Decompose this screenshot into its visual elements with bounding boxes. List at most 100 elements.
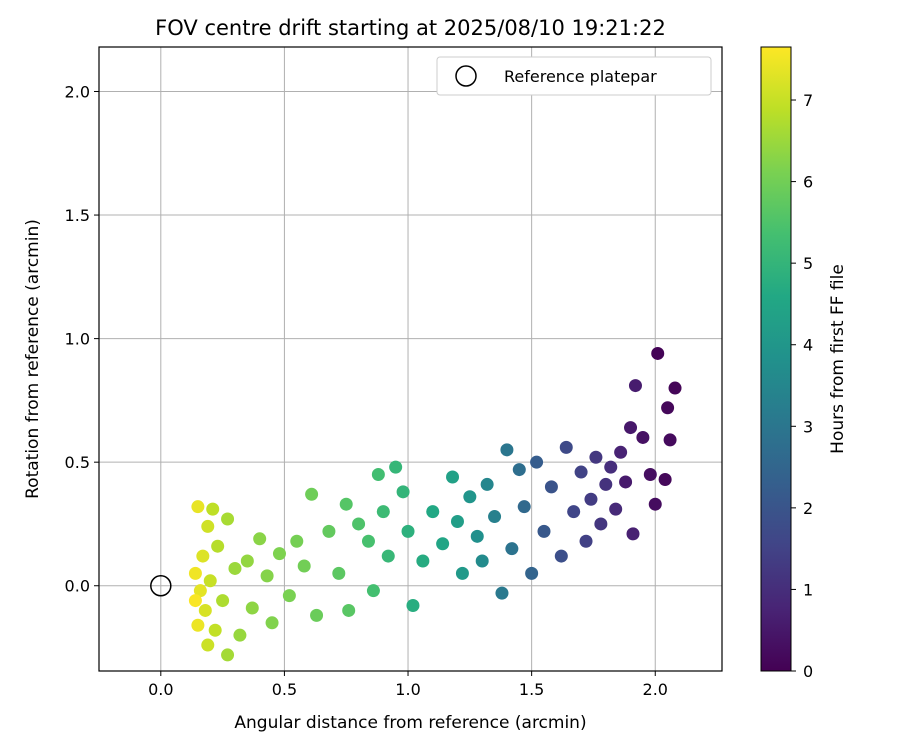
colorbar-tick-label: 3 [803,417,813,436]
data-point [517,500,531,514]
data-point [668,381,682,395]
colorbar-tick-label: 6 [803,173,813,192]
data-point [297,559,311,573]
reference-platepar-marker [150,574,172,597]
data-point [352,517,366,531]
data-point [389,460,403,474]
data-point [191,500,205,514]
data-point [446,470,460,484]
colorbar-tick-label: 2 [803,499,813,518]
data-point [245,601,259,615]
data-point [604,460,618,474]
data-point [228,561,242,575]
data-point [512,463,526,477]
data-point [272,547,286,561]
x-tick-label: 0.5 [272,680,297,699]
y-tick-label: 0.5 [65,453,90,472]
data-points [188,346,682,662]
data-point [201,519,215,533]
y-tick-label: 2.0 [65,82,90,101]
data-point [265,616,279,630]
data-point [196,549,210,563]
legend-open-circle-icon [455,65,477,87]
data-point [495,586,509,600]
data-point [201,638,215,652]
legend-box [436,56,712,96]
data-point [203,574,217,588]
data-point [188,566,202,580]
data-point [609,502,623,516]
data-point [240,554,254,568]
x-tick-label: 0.0 [148,680,173,699]
colorbar: 0 1 2 3 4 5 6 7 Hours from first FF file [760,46,848,681]
data-point [663,433,677,447]
data-point [188,594,202,608]
data-point [416,554,430,568]
data-point [193,584,207,598]
data-point [221,512,235,526]
data-point [322,524,336,538]
x-axis-ticks: 0.0 0.5 1.0 1.5 2.0 [148,671,668,699]
data-point [361,534,375,548]
data-point [221,648,235,662]
data-point [636,430,650,444]
data-point [260,569,274,583]
data-point [208,623,222,637]
data-point [567,505,581,519]
data-point [500,443,514,457]
colorbar-label: Hours from first FF file [828,264,848,454]
data-point [206,502,220,516]
y-tick-label: 1.5 [65,206,90,225]
data-point [310,608,324,622]
data-point [463,490,477,504]
data-point [661,401,675,415]
data-point [544,480,558,494]
data-point [290,534,304,548]
colorbar-tick-label: 4 [803,336,813,355]
data-point [282,589,296,603]
colorbar-gradient [760,46,792,672]
data-point [628,379,642,393]
x-tick-label: 2.0 [643,680,668,699]
x-tick-label: 1.0 [395,680,420,699]
data-point [584,492,598,506]
data-point [505,542,519,556]
data-point [198,603,212,617]
data-point [579,534,593,548]
data-point [342,603,356,617]
data-point [530,455,544,469]
legend-label: Reference platepar [504,67,657,86]
y-tick-label: 0.0 [65,577,90,596]
data-point [488,510,502,524]
data-point [339,497,353,511]
chart-title: FOV centre drift starting at 2025/08/10 … [155,16,666,40]
colorbar-tick-label: 1 [803,580,813,599]
x-tick-label: 1.5 [519,680,544,699]
y-tick-label: 1.0 [65,330,90,349]
x-axis-label: Angular distance from reference (arcmin) [234,713,586,733]
data-point [376,505,390,519]
data-point [191,618,205,632]
data-point [626,527,640,541]
data-point [475,554,489,568]
colorbar-tick-label: 7 [803,91,813,110]
plot-frame [98,46,723,672]
data-point [480,477,494,491]
data-point [436,537,450,551]
data-point [253,532,267,546]
colorbar-tick-label: 5 [803,254,813,273]
data-point [525,566,539,580]
data-point [594,517,608,531]
data-point [381,549,395,563]
data-point [371,468,385,482]
data-point [233,628,247,642]
data-point [559,440,573,454]
data-point [599,477,613,491]
data-point [648,497,662,511]
data-point [537,524,551,538]
data-point [589,450,603,464]
data-point [624,421,638,435]
data-point [401,524,415,538]
